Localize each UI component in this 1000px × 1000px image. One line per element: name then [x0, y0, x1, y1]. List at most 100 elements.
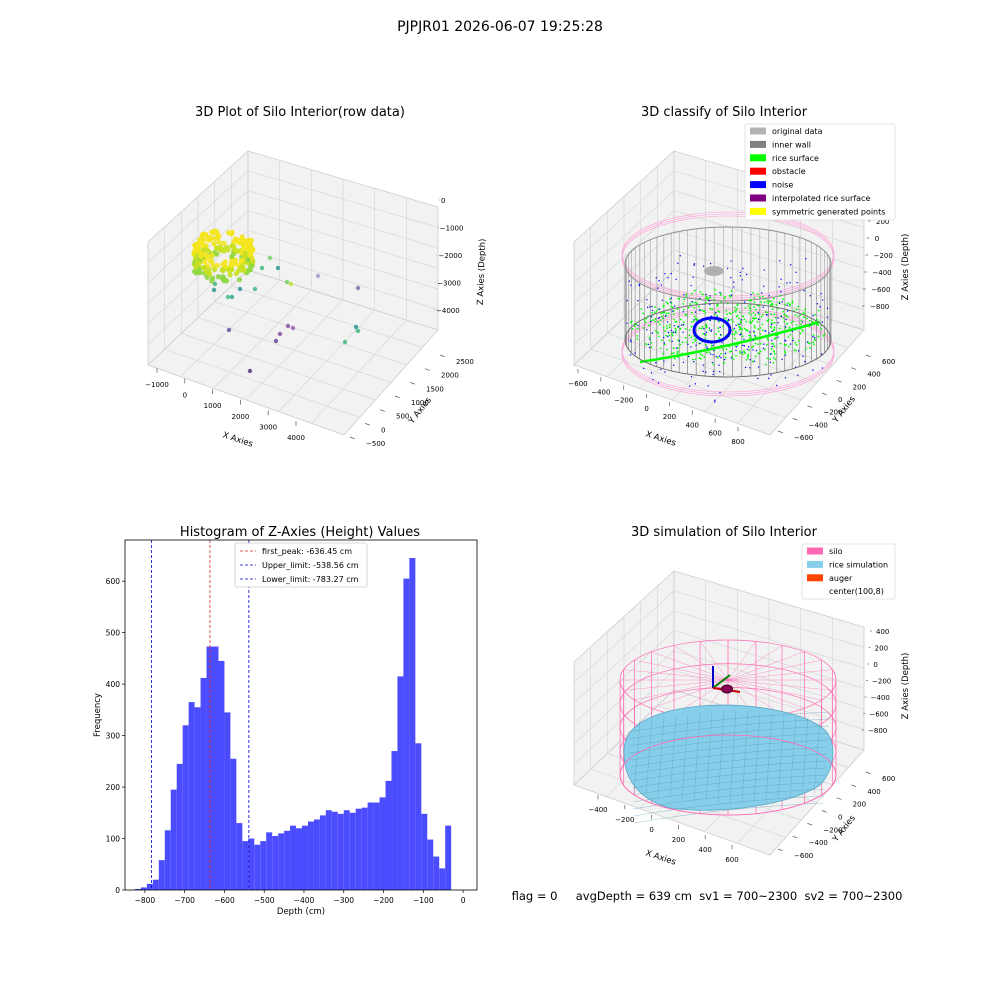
rice-surface-point: [758, 296, 761, 298]
raw-point: [199, 236, 205, 242]
noise-point: [763, 269, 765, 271]
noise-point: [690, 376, 693, 378]
rice-surface-point: [753, 324, 756, 327]
noise-point: [712, 354, 714, 356]
rice-surface-point: [757, 313, 760, 315]
rice-surface-point: [823, 333, 826, 336]
z-tick-label: −400: [871, 694, 890, 702]
rice-surface-point: [684, 327, 687, 330]
rice-surface-point: [741, 353, 744, 356]
raw-point: [247, 252, 253, 258]
y-tick-label: 600: [882, 358, 895, 366]
noise-point: [763, 343, 765, 345]
raw-point: [248, 243, 254, 249]
rice-surface-point: [631, 328, 634, 330]
grid-line: [573, 590, 865, 683]
raw-point: [212, 281, 218, 287]
rice-surface-point: [718, 311, 721, 313]
y-tick-label: −600: [794, 434, 813, 442]
raw-plot-title: 3D Plot of Silo Interior(row data): [195, 105, 405, 120]
rice-surface-point: [783, 313, 786, 316]
x-tick-label: 400: [699, 846, 712, 854]
noise-point: [769, 353, 772, 355]
raw-point: [355, 285, 361, 291]
tick-mark: [851, 367, 857, 370]
rice-surface-point: [701, 354, 704, 357]
noise-point: [667, 331, 670, 334]
rice-surface-point: [763, 297, 766, 300]
rice-mesh-line: [765, 713, 773, 801]
rice-mesh-line: [693, 713, 701, 801]
rice-surface-point: [756, 320, 759, 323]
rice-surface-point: [748, 312, 750, 315]
noise-point: [744, 366, 747, 369]
rice-surface-point: [808, 319, 811, 322]
rice-surface-point: [685, 336, 687, 339]
noise-point: [702, 370, 704, 373]
rice-surface-point: [672, 347, 675, 350]
noise-point: [650, 321, 652, 323]
plot-classify-3d: 3D classify of Silo Interior −600 −400 −20…: [568, 105, 911, 449]
rice-surface-point: [668, 326, 671, 329]
raw-point: [277, 331, 283, 337]
rice-surface-point: [737, 323, 740, 326]
histogram-bar: [385, 780, 392, 890]
rice-surface-point: [787, 345, 790, 348]
noise-point: [651, 332, 654, 334]
rice-surface-point: [696, 302, 699, 305]
noise-point: [677, 262, 679, 265]
noise-point: [778, 286, 780, 288]
raw-point: [285, 323, 291, 329]
histogram-bar: [391, 751, 398, 890]
histogram-bar: [307, 821, 314, 890]
rice-surface-point: [736, 304, 739, 307]
rice-surface-point: [645, 343, 648, 346]
y-tick-label: −400: [809, 839, 828, 847]
noise-point: [790, 263, 792, 266]
noise-point: [710, 315, 712, 317]
noise-point: [791, 330, 794, 333]
noise-point: [709, 262, 712, 265]
y-tick-label: 200: [853, 383, 866, 391]
noise-point: [733, 281, 735, 283]
noise-point: [780, 278, 782, 281]
rice-surface-point: [770, 347, 773, 350]
x-tick-label: −600: [568, 380, 587, 388]
rice-surface-point: [715, 333, 718, 336]
rice-surface-point: [786, 316, 789, 318]
x-tick-label: 200: [663, 413, 676, 421]
noise-point: [664, 371, 666, 373]
histogram-bar: [325, 810, 332, 890]
legend-swatch: [750, 154, 766, 162]
legend-swatch: [807, 574, 823, 582]
rice-surface-point: [705, 323, 708, 326]
rice-mesh-line: [777, 714, 785, 800]
legend-frame: [744, 123, 896, 221]
rice-surface-point: [676, 308, 679, 311]
y-tick-label: −600: [794, 852, 813, 860]
histogram-bar: [361, 807, 368, 890]
rice-mesh-line: [632, 774, 826, 796]
noise-point: [821, 321, 824, 323]
histogram-bar: [272, 835, 279, 890]
rice-mesh-line: [629, 739, 829, 761]
noise-point: [777, 317, 779, 319]
rice-surface-point: [759, 350, 762, 353]
noise-point: [637, 324, 639, 327]
noise-point: [658, 308, 661, 310]
rice-surface-point: [690, 325, 693, 328]
rice-surface-point: [799, 314, 802, 316]
noise-point: [743, 345, 746, 347]
rice-surface-point: [669, 298, 671, 300]
rice-surface-point: [644, 321, 647, 324]
histogram-bar: [301, 825, 308, 890]
y-tick-label: 600: [106, 577, 121, 586]
tick-mark: [777, 848, 783, 852]
rice-surface-point: [654, 318, 657, 320]
silo-wire-spoke: [727, 645, 783, 681]
rice-surface-point: [811, 320, 814, 323]
legend-label: first_peak: -636.45 cm: [262, 547, 352, 556]
noise-point: [706, 346, 708, 348]
rice-surface-point: [675, 320, 678, 323]
noise-point: [771, 330, 773, 333]
